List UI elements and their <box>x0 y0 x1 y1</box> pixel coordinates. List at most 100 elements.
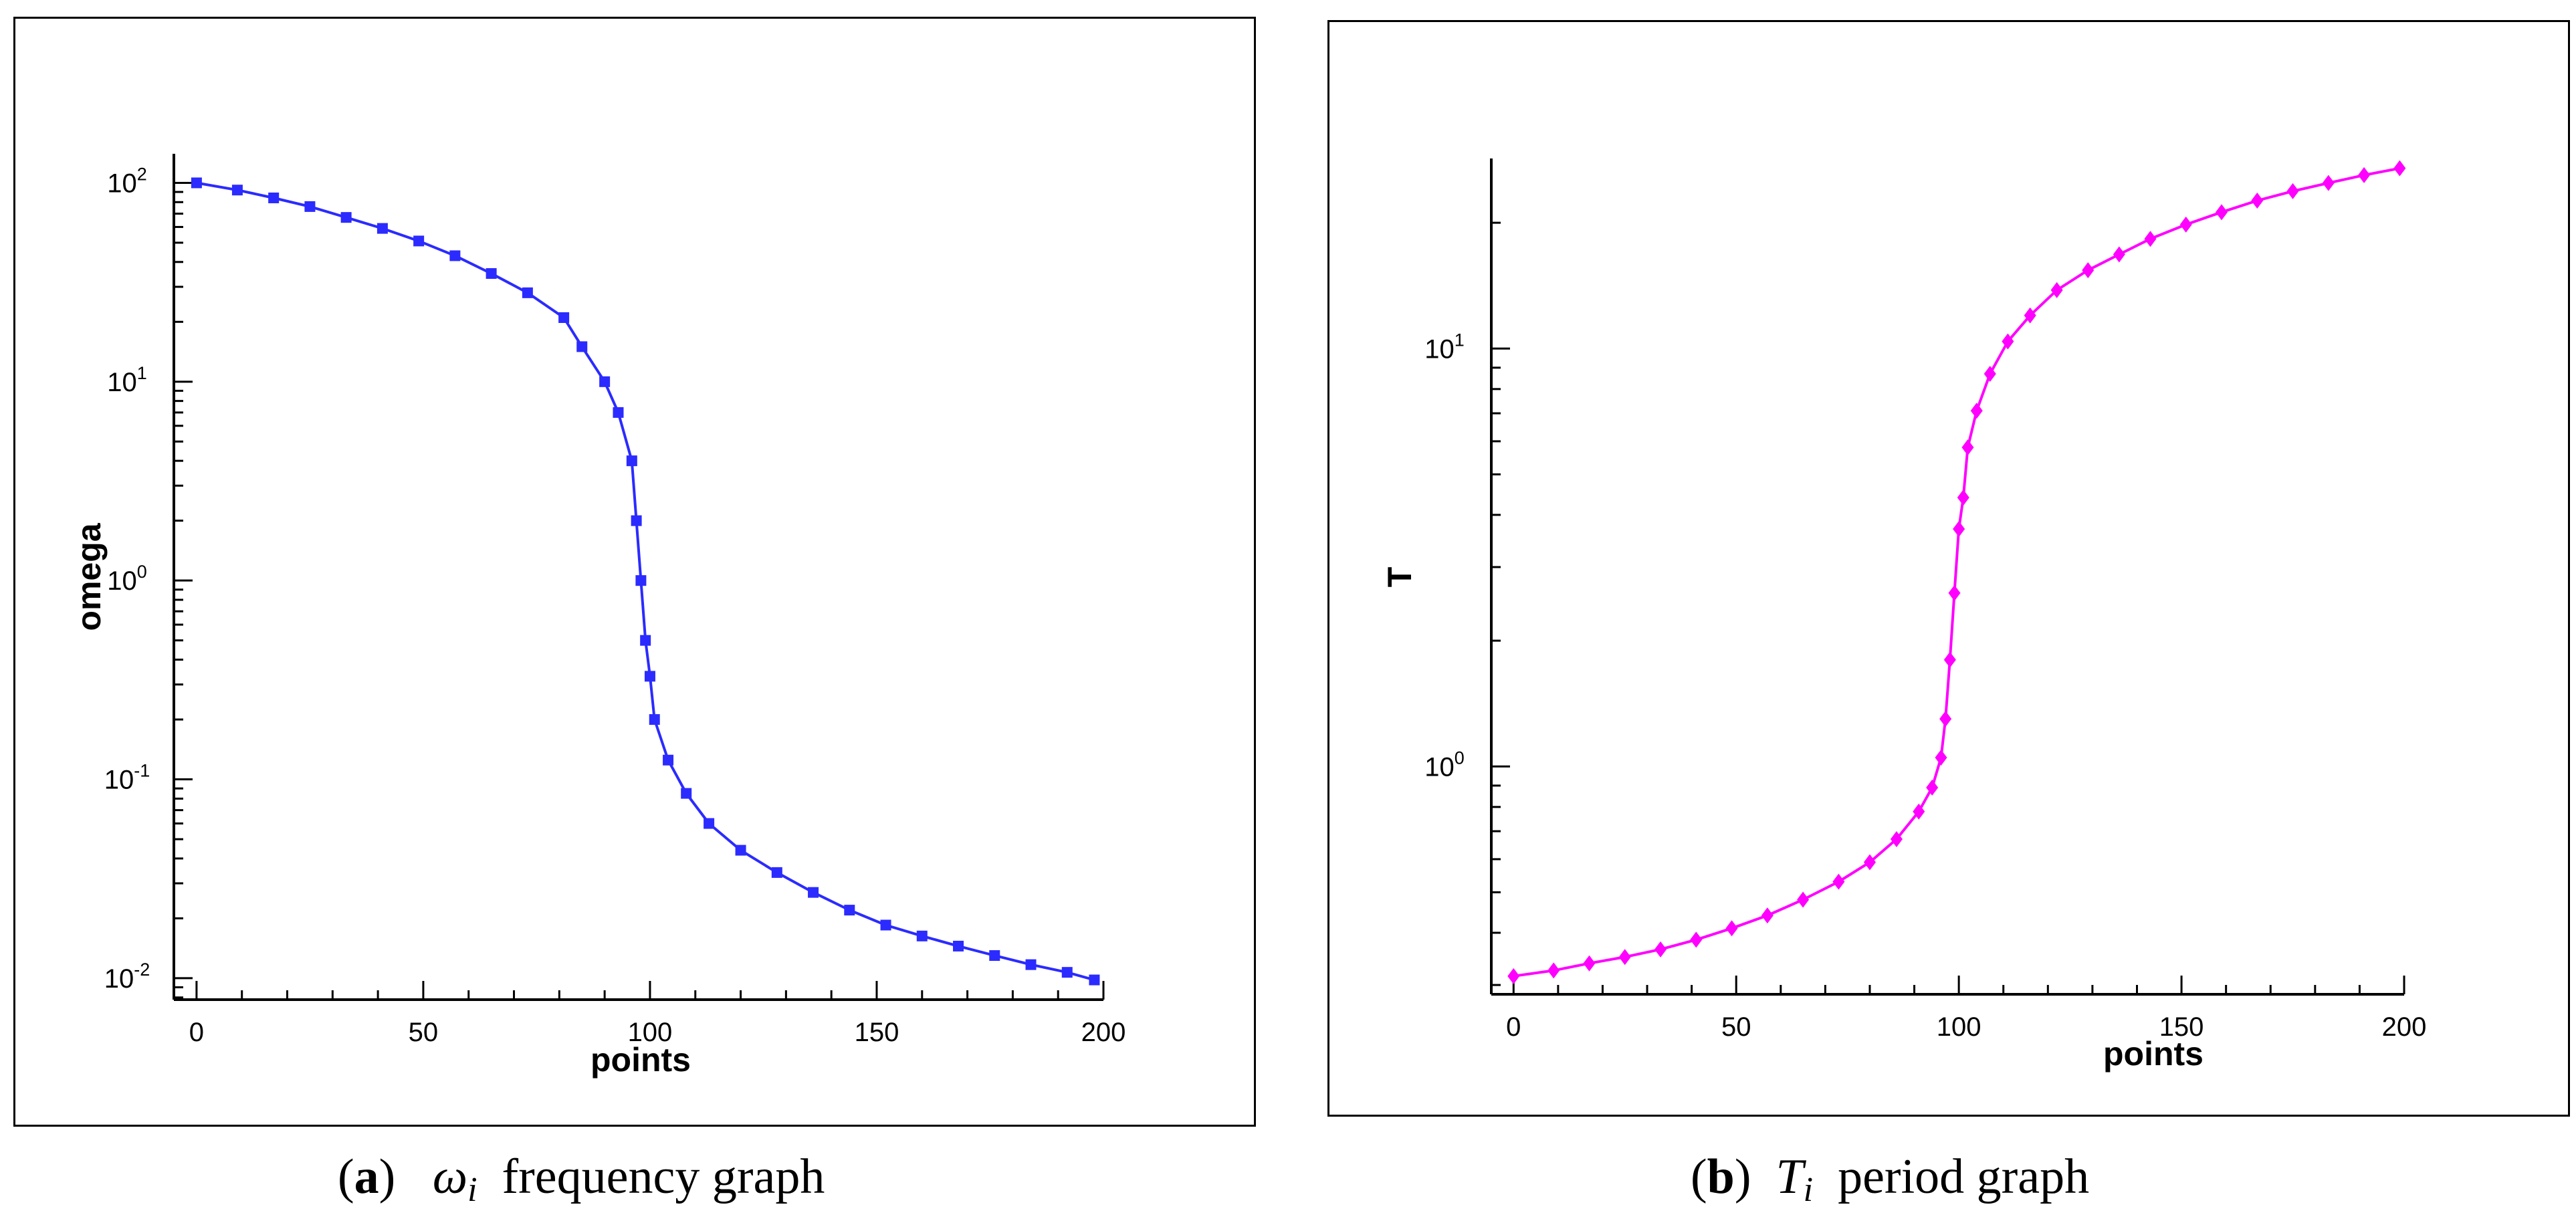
chart-frame <box>1327 20 2570 1117</box>
data-point <box>576 341 588 352</box>
data-point <box>735 845 746 856</box>
data-point <box>1025 959 1037 970</box>
data-point <box>1863 854 1876 871</box>
data-point <box>1948 584 1961 601</box>
data-point <box>2050 282 2063 298</box>
data-point <box>2216 204 2228 221</box>
data-point <box>1654 941 1667 958</box>
data-point <box>2393 160 2406 177</box>
data-point <box>681 788 692 799</box>
data-point <box>268 192 280 203</box>
series-line <box>196 181 1095 982</box>
chart-ticks: 0 50 100 150 200 100 101 <box>1424 221 2427 1042</box>
caption-a: (a) ωi frequency graph <box>338 1149 825 1209</box>
caption-symbol: ω <box>432 1149 468 1204</box>
data-point <box>989 950 1000 962</box>
data-point <box>916 930 928 941</box>
data-point <box>231 185 243 196</box>
y-tick-label: 101 <box>1424 330 1465 364</box>
data-point <box>649 714 660 725</box>
caption-tag: b <box>1707 1149 1735 1204</box>
chart-panel-omega: 0 50 100 150 200 10-2 10-1 100 101 102 points ome… <box>13 17 1256 1127</box>
x-tick-label: 0 <box>1506 1012 1521 1042</box>
data-point <box>1983 366 1996 382</box>
caption-text: period graph <box>1838 1149 2090 1204</box>
data-point <box>1761 907 1774 924</box>
data-point <box>880 919 891 931</box>
data-point <box>2024 307 2036 324</box>
y-axis-label: omega <box>70 522 108 631</box>
data-point <box>486 268 497 279</box>
chart-series <box>191 177 1100 986</box>
chart-panel-period: 0 50 100 150 200 100 101 points T <box>1327 20 2570 1117</box>
y-tick-label: 10-1 <box>104 761 150 795</box>
data-point <box>1961 439 1974 456</box>
x-axis-label: points <box>591 1041 691 1079</box>
data-point <box>1725 920 1738 937</box>
y-axis-label: T <box>1381 567 1418 588</box>
data-point <box>1507 968 1520 984</box>
data-point <box>613 407 624 418</box>
data-point <box>635 575 647 586</box>
x-tick-label: 150 <box>2159 1012 2204 1042</box>
data-point <box>1797 891 1810 908</box>
data-point <box>1957 489 1969 506</box>
data-point <box>413 235 425 247</box>
chart-series <box>1507 160 2406 984</box>
data-point <box>191 177 202 189</box>
x-tick-label: 0 <box>189 1018 204 1047</box>
x-tick-label: 100 <box>628 1018 673 1047</box>
data-point <box>1089 974 1100 986</box>
x-tick-label: 50 <box>1721 1012 1751 1042</box>
y-tick-label: 100 <box>107 562 147 596</box>
data-point <box>626 455 637 467</box>
data-point <box>449 250 461 261</box>
data-point <box>2144 231 2157 247</box>
y-tick-label: 101 <box>107 363 147 397</box>
data-point <box>1690 931 1703 948</box>
data-point <box>1832 873 1845 890</box>
data-point <box>1583 955 1596 972</box>
data-point <box>2322 175 2335 191</box>
data-point <box>631 515 642 526</box>
data-point <box>1618 949 1631 966</box>
data-point <box>1939 711 1952 728</box>
data-point <box>522 287 533 298</box>
chart-ticks: 0 50 100 150 200 10-2 10-1 100 101 102 <box>104 164 1126 1047</box>
y-tick-label: 100 <box>1424 748 1465 782</box>
data-point <box>1890 830 1903 847</box>
data-point <box>771 867 782 878</box>
x-tick-label: 100 <box>1937 1012 1981 1042</box>
x-tick-label: 50 <box>409 1018 439 1047</box>
data-point <box>2286 183 2299 199</box>
data-point <box>2179 216 2192 233</box>
caption-b: (b) Ti period graph <box>1691 1149 2090 1209</box>
data-point <box>377 223 388 234</box>
data-point <box>304 201 316 212</box>
data-point <box>1913 803 1925 820</box>
data-point <box>1926 779 1939 796</box>
chart-axes <box>1490 158 2404 996</box>
caption-tag: a <box>354 1149 379 1204</box>
data-point <box>640 635 651 646</box>
data-point <box>2002 333 2014 350</box>
data-point <box>844 905 855 916</box>
data-point <box>644 671 655 682</box>
period-chart: 0 50 100 150 200 100 101 points T <box>1327 20 2570 1117</box>
data-point <box>599 376 611 387</box>
y-tick-label: 102 <box>107 164 147 198</box>
series-line <box>1513 166 2400 978</box>
x-tick-label: 150 <box>855 1018 899 1047</box>
data-point <box>953 940 964 952</box>
omega-frequency-chart: 0 50 100 150 200 10-2 10-1 100 101 102 points ome… <box>13 17 1256 1127</box>
data-point <box>1547 962 1560 979</box>
chart-frame <box>13 17 1256 1127</box>
data-point <box>2358 166 2371 183</box>
data-point <box>2082 262 2095 279</box>
data-point <box>340 212 352 223</box>
x-tick-label: 200 <box>2382 1012 2427 1042</box>
data-point <box>1061 967 1073 978</box>
data-point <box>808 887 819 898</box>
data-point <box>663 754 674 766</box>
data-point <box>2251 192 2264 209</box>
